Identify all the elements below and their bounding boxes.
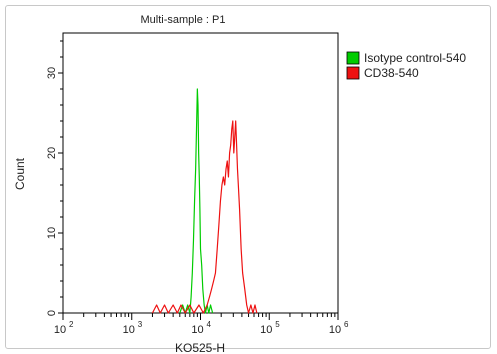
x-tick-label: 10 (123, 324, 135, 336)
x-tick-exponent: 2 (69, 320, 74, 329)
y-tick-label: 20 (46, 147, 58, 159)
x-tick-label: 10 (329, 324, 341, 336)
chart-title: Multi-sample : P1 (141, 14, 226, 26)
x-axis-label: KO525-H (175, 341, 225, 354)
x-tick-exponent: 6 (344, 320, 349, 329)
y-tick-label: 10 (46, 227, 58, 239)
y-tick-label: 30 (46, 67, 58, 79)
x-tick-label: 10 (191, 324, 203, 336)
legend-swatch (346, 66, 360, 80)
legend-label: Isotype control-540 (364, 51, 466, 65)
y-axis-label: Count (13, 157, 27, 190)
x-axis: 10 2 10 3 10 4 10 5 10 6 (54, 313, 349, 336)
plot-area (62, 32, 339, 314)
legend-swatch (346, 51, 360, 65)
series-line-isotype-control-540 (179, 88, 214, 314)
chart-frame (5, 5, 491, 349)
x-tick-exponent: 3 (138, 320, 143, 329)
series-line-cd38-540 (151, 120, 258, 314)
x-tick-exponent: 5 (275, 320, 280, 329)
legend-label: CD38-540 (364, 66, 419, 80)
x-tick-exponent: 4 (207, 320, 212, 329)
x-tick-label: 10 (260, 324, 272, 336)
y-axis: 0 10 20 30 (46, 40, 63, 316)
y-tick-label: 0 (46, 310, 58, 316)
series-layer (151, 88, 258, 314)
x-tick-label: 10 (54, 324, 66, 336)
